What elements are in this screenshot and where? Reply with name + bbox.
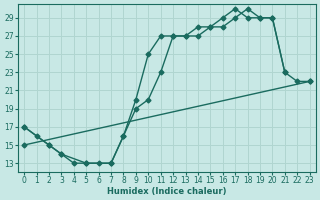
X-axis label: Humidex (Indice chaleur): Humidex (Indice chaleur) xyxy=(107,187,227,196)
